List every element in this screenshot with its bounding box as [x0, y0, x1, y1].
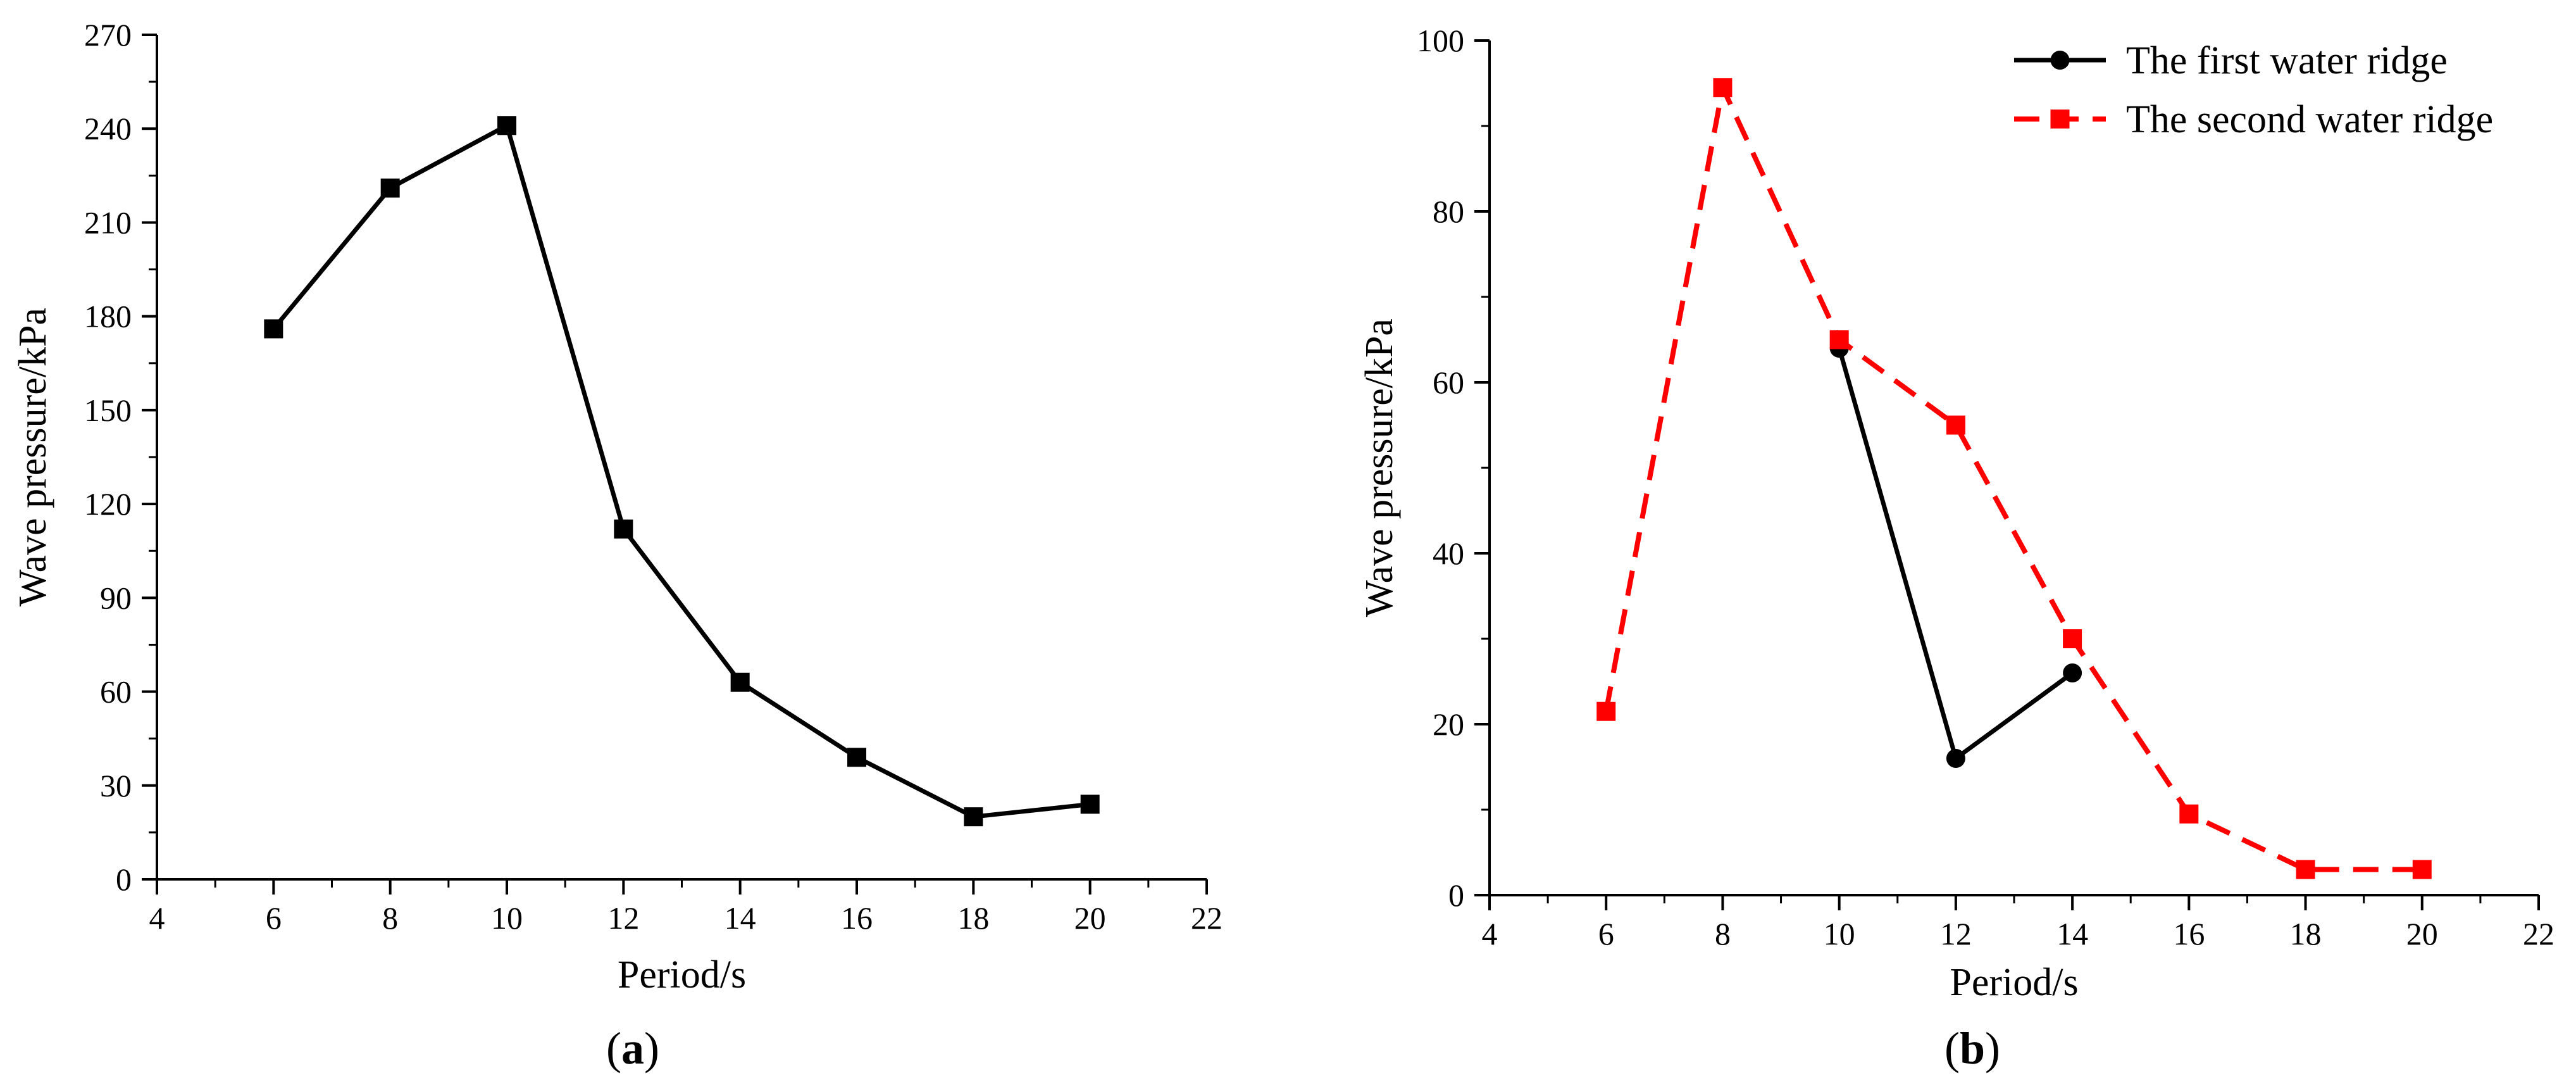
a-y-tick-label: 90 — [100, 580, 132, 615]
a-series-1-point — [380, 179, 400, 198]
panel-a-chart: 4 6 8 10 12 14 16 18 20 22 0 30 60 90 120 150 180 210 240 2… — [11, 17, 1223, 996]
b-legend-label: The first water ridge — [2126, 39, 2448, 82]
b-series-2-point — [2296, 860, 2315, 879]
a-x-axis-title: Period/s — [618, 953, 746, 996]
b-x-tick-label: 8 — [1715, 916, 1731, 951]
b-y-tick-label: 20 — [1433, 706, 1464, 742]
a-x-tick-label: 6 — [266, 900, 282, 936]
panel-a-caption-letter: a — [621, 1023, 644, 1074]
b-legend-label: The second water ridge — [2126, 98, 2493, 141]
b-y-axis-title: Wave pressure/kPa — [1358, 318, 1401, 617]
b-series-2-point — [1713, 78, 1733, 97]
panel-a-caption: (a) — [606, 1023, 659, 1074]
b-y-tick-label: 80 — [1433, 194, 1464, 229]
b-series-1-line — [1837, 348, 2074, 762]
b-x-tick-label: 16 — [2173, 916, 2205, 951]
a-x-tick-label: 20 — [1074, 900, 1106, 936]
b-series-2-point — [2179, 804, 2199, 824]
a-series-1-point — [264, 319, 283, 339]
b-x-tick-label: 10 — [1824, 916, 1855, 951]
a-x-tick-label: 14 — [725, 900, 756, 936]
a-y-tick-label: 30 — [100, 768, 132, 803]
b-series-1-point — [1946, 749, 1965, 768]
b-y-tick-label: 40 — [1433, 536, 1464, 571]
b-x-tick-label: 12 — [1940, 916, 1972, 951]
panel-b-caption-letter: b — [1960, 1023, 1985, 1074]
b-x-tick-label: 6 — [1598, 916, 1614, 951]
a-y-tick-label: 0 — [116, 862, 132, 897]
a-series-1-point — [964, 807, 983, 827]
b-series-2-point — [2412, 860, 2432, 879]
b-legend-swatch-marker — [2050, 110, 2070, 129]
a-series-1-point — [1080, 794, 1100, 814]
a-y-tick-label: 270 — [84, 17, 132, 53]
a-y-tick-label: 210 — [84, 204, 132, 240]
a-series-1-point — [614, 519, 633, 539]
b-legend: The first water ridge The second water ri… — [2014, 39, 2493, 141]
a-series-1-point — [730, 672, 750, 692]
a-y-axis-title: Wave pressure/kPa — [11, 308, 54, 606]
b-series-1-point — [2063, 663, 2082, 682]
a-x-tick-label: 10 — [491, 900, 523, 936]
b-series-2-point — [1946, 415, 1965, 435]
b-series-2-point — [2063, 629, 2082, 648]
a-y-tick-label: 240 — [84, 111, 132, 146]
a-x-tick-label: 12 — [607, 900, 639, 936]
a-x-tick-label: 18 — [957, 900, 989, 936]
a-y-tick-label: 120 — [84, 486, 132, 522]
b-series-2-point — [1596, 701, 1616, 721]
a-series-1-point — [497, 116, 516, 135]
b-series-2-point — [1829, 330, 1849, 349]
b-series-2-line — [1603, 79, 2422, 872]
a-series-1-point — [847, 748, 866, 767]
panel-b-caption: (b) — [1944, 1023, 2000, 1074]
b-x-tick-label: 14 — [2056, 916, 2088, 951]
a-x-tick-label: 22 — [1191, 900, 1223, 936]
b-legend-swatch-marker — [2050, 51, 2070, 70]
a-y-tick-label: 180 — [84, 299, 132, 334]
b-x-tick-label: 4 — [1482, 916, 1498, 951]
a-x-tick-label: 4 — [149, 900, 165, 936]
a-x-tick-label: 8 — [382, 900, 398, 936]
panel-b-chart: 4 6 8 10 12 14 16 18 20 22 0 20 40 60 80 100 Period/s Wav… — [1358, 23, 2554, 1004]
b-x-axis-title: Period/s — [1950, 961, 2078, 1004]
b-y-tick-label: 100 — [1417, 23, 1464, 58]
b-x-tick-label: 20 — [2406, 916, 2438, 951]
b-y-tick-label: 60 — [1433, 365, 1464, 400]
a-x-tick-label: 16 — [841, 900, 873, 936]
b-x-tick-label: 18 — [2290, 916, 2322, 951]
a-y-tick-label: 150 — [84, 392, 132, 428]
a-series-1-line — [271, 122, 1091, 819]
b-y-tick-label: 0 — [1448, 877, 1464, 913]
b-x-tick-label: 22 — [2523, 916, 2554, 951]
a-y-tick-label: 60 — [100, 674, 132, 710]
